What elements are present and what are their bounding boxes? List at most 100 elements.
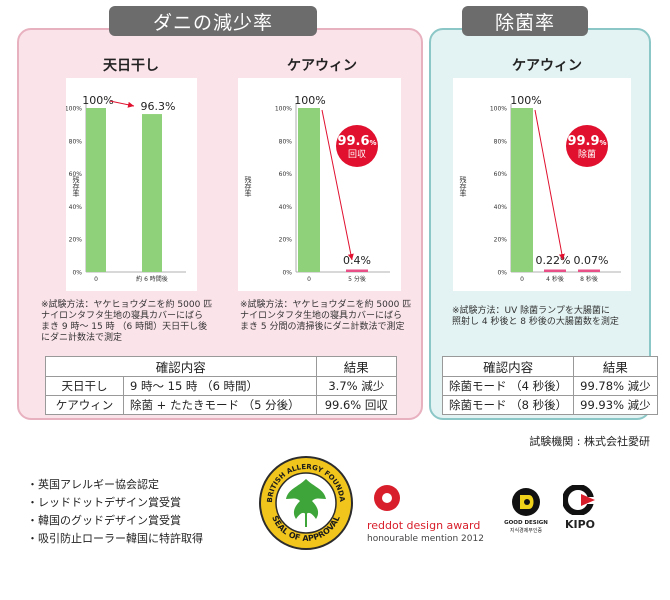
- row-name: ケアウィン: [45, 395, 124, 415]
- y-axis-label: 残存率: [244, 175, 252, 198]
- sun-test-note: ※試験方法：ヤケヒョウダニを約 5000 匹 ナイロンタフタ生地の寝具カバーにば…: [41, 300, 213, 343]
- feature-list: ・英国アレルギー協会認定 ・レッドドットデザイン賞受賞 ・韓国のグッドデザイン賞…: [27, 476, 203, 548]
- row-result: 99.93% 減少: [573, 395, 658, 415]
- good-design-text: GOOD DESIGN: [504, 520, 548, 526]
- badge-label: 除菌: [578, 148, 596, 160]
- table-row: 除菌モード （8 秒後） 99.93% 減少: [441, 395, 658, 415]
- data-label: 0.22%: [536, 254, 571, 267]
- care-test-note: ※試験方法：ヤケヒョウダニを約 5000 匹 ナイロンタフタ生地の寝具カバーにば…: [240, 300, 412, 332]
- y-tick-label: 60%: [494, 171, 508, 178]
- data-label: 0.4%: [343, 254, 371, 267]
- badge-value: 99.6%: [337, 134, 376, 149]
- good-design-logo: GOOD DESIGN 지식경제부인증: [504, 487, 548, 543]
- data-label: 100%: [294, 94, 325, 107]
- row-result: 99.78% 減少: [573, 376, 658, 396]
- mite-result-table: 確認内容 結果 天日干し 9 時〜 15 時 （6 時間） 3.7% 減少 ケア…: [45, 356, 398, 415]
- feature-item: ・英国アレルギー協会認定: [27, 478, 159, 491]
- table-row: 除菌モード （4 秒後） 99.78% 減少: [441, 376, 658, 396]
- reddot-award-logo: reddot design award honourable mention 2…: [364, 483, 504, 553]
- y-tick-label: 20%: [494, 237, 508, 244]
- table-header-row: 確認内容 結果: [45, 356, 398, 377]
- badge-unit: %: [600, 139, 607, 147]
- bar: [298, 108, 320, 272]
- trend-arrow: [321, 109, 354, 261]
- bar: [578, 269, 600, 272]
- reddot-title: reddot design award: [367, 519, 481, 532]
- y-axis-label: 残存率: [459, 175, 467, 198]
- sun-chart-heading: 天日干し: [103, 58, 159, 74]
- feature-item: ・レッドドットデザイン賞受賞: [27, 496, 181, 509]
- feature-item: ・吸引防止ローラー韓国に特許取得: [27, 532, 203, 545]
- bact-result-table: 確認内容 結果 除菌モード （4 秒後） 99.78% 減少 除菌モード （8 …: [441, 356, 658, 415]
- y-tick-label: 80%: [69, 138, 83, 145]
- row-name: 天日干し: [45, 376, 124, 396]
- x-tick-label: 5 分後: [348, 275, 366, 283]
- x-tick-label: 0: [307, 276, 311, 283]
- x-tick-label: 0: [520, 276, 524, 283]
- feature-item: ・韓国のグッドデザイン賞受賞: [27, 514, 181, 527]
- row-detail: 除菌 + たたきモード （5 分後）: [123, 395, 317, 415]
- y-tick-label: 0%: [497, 270, 507, 277]
- y-tick-label: 0%: [282, 270, 292, 277]
- good-design-icon: [512, 488, 540, 516]
- bar: [544, 269, 566, 272]
- data-label: 100%: [82, 94, 113, 107]
- row-name: 除菌モード （8 秒後）: [441, 395, 575, 415]
- bact-chart-heading: ケアウィン: [512, 58, 582, 74]
- row-detail: 9 時〜 15 時 （6 時間）: [123, 376, 317, 396]
- y-tick-label: 60%: [69, 171, 83, 178]
- row-result: 99.6% 回収: [315, 395, 398, 415]
- y-axis-label: 残存率: [72, 175, 80, 198]
- y-tick-label: 100%: [490, 106, 507, 113]
- table-header-result: 結果: [573, 356, 658, 377]
- table-header-row: 確認内容 結果: [441, 356, 658, 377]
- bact-chart-card: 100% 80% 60% 40% 20% 0% 残存率 0 100% 4 秒後 0.22% 8 秒後 0…: [453, 78, 631, 291]
- table-header-check: 確認内容: [45, 356, 317, 377]
- reddot-icon: [374, 485, 400, 511]
- table-row: ケアウィン 除菌 + たたきモード （5 分後） 99.6% 回収: [45, 395, 398, 415]
- mite-panel-title: ダニの減少率: [109, 6, 317, 36]
- result-badge: [566, 125, 608, 167]
- bar: [511, 108, 533, 272]
- y-tick-label: 20%: [279, 237, 293, 244]
- y-tick-label: 80%: [279, 138, 293, 145]
- badge-value: 99.9%: [567, 134, 606, 149]
- kipo-text: KIPO: [564, 518, 596, 531]
- sun-chart: 100% 80% 60% 40% 20% 0% 残存率 0 100% 約 6 時間後 96.3%: [65, 94, 186, 283]
- y-tick-label: 40%: [69, 204, 83, 211]
- table-header-result: 結果: [315, 356, 398, 377]
- kipo-icon: [563, 485, 597, 515]
- badge-unit: %: [370, 139, 377, 147]
- y-tick-label: 40%: [279, 204, 293, 211]
- sun-chart-card: 100% 80% 60% 40% 20% 0% 残存率 0 100% 約 6 時間後 96.3%: [65, 78, 197, 291]
- data-label: 0.07%: [574, 254, 609, 267]
- badge-label: 回収: [348, 148, 366, 160]
- kipo-logo: KIPO: [558, 485, 602, 535]
- table-row: 天日干し 9 時〜 15 時 （6 時間） 3.7% 減少: [45, 376, 398, 396]
- bact-panel-title: 除菌率: [462, 6, 588, 36]
- row-name: 除菌モード （4 秒後）: [441, 376, 575, 396]
- x-tick-label: 約 6 時間後: [136, 275, 168, 283]
- y-tick-label: 0%: [72, 270, 82, 277]
- bact-test-note: ※試験方法：UV 除菌ランプを大腸菌に 照射し 4 秒後と 8 秒後の大腸菌数を…: [452, 306, 619, 327]
- allergy-seal-logo: THE BRITISH ALLERGY FOUNDATION SEAL OF A…: [255, 449, 354, 551]
- y-tick-label: 100%: [66, 106, 82, 113]
- bar: [346, 269, 368, 272]
- data-label: 100%: [510, 94, 541, 107]
- bar: [142, 114, 162, 273]
- y-tick-label: 20%: [69, 237, 83, 244]
- data-label: 96.3%: [141, 100, 176, 113]
- care-chart-heading: ケアウィン: [287, 58, 357, 74]
- y-tick-label: 60%: [279, 171, 293, 178]
- trend-arrow: [109, 100, 135, 108]
- row-result: 3.7% 減少: [315, 376, 398, 396]
- care-chart-card: 100% 80% 60% 40% 20% 0% 残存率 0 100% 5 分後 0.4% 99.6% 回…: [238, 78, 401, 291]
- bact-chart: 100% 80% 60% 40% 20% 0% 残存率 0 100% 4 秒後 0.22% 8 秒後 0…: [459, 94, 621, 283]
- bar: [86, 108, 106, 272]
- x-tick-label: 4 秒後: [546, 275, 564, 283]
- x-tick-label: 8 秒後: [580, 275, 598, 283]
- y-tick-label: 80%: [494, 138, 508, 145]
- trend-arrow: [534, 109, 565, 261]
- result-badge: [336, 125, 378, 167]
- x-tick-label: 0: [94, 276, 98, 283]
